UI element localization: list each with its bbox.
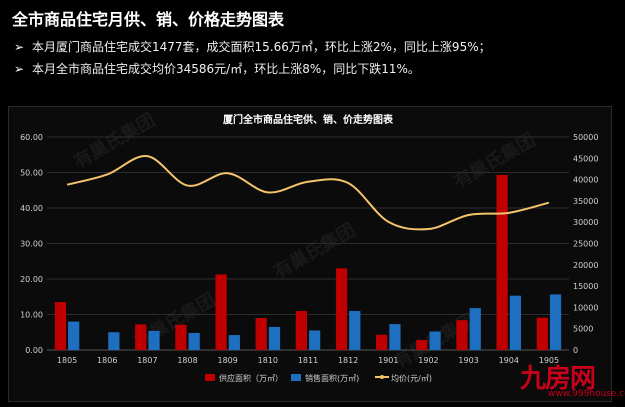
supply-bar (215, 274, 227, 350)
legend-supply-swatch (205, 374, 215, 381)
left-axis-tick-label: 40.00 (20, 204, 43, 213)
supply-bar (496, 174, 508, 350)
right-axis-tick-label: 0 (573, 346, 578, 355)
x-axis-tick-label: 1809 (218, 356, 238, 365)
legend-supply-text: 供应面积（万㎡） (219, 373, 283, 383)
legend-price-text: 均价(元/㎡) (391, 373, 432, 383)
sales-bar (309, 330, 321, 350)
left-axis-tick-label: 30.00 (20, 240, 43, 249)
chart-title: 厦门全市商品住宅供、销、价走势图表 (223, 113, 394, 126)
supply-bar (456, 320, 468, 350)
supply-bar (335, 268, 348, 350)
summary-line-1: ➢ 本月厦门商品住宅成交1477套，成交面积15.66万㎡，环比上涨2%，同比上涨… (14, 38, 491, 55)
left-axis-tick-label: 0.00 (25, 346, 43, 355)
sales-bar (188, 332, 200, 350)
x-axis-tick-label: 1904 (499, 356, 519, 365)
sales-bar (228, 335, 240, 350)
right-axis-tick-label: 5000 (573, 325, 593, 334)
x-axis-tick-label: 1811 (298, 356, 318, 365)
price-supply-sales-chart: 厦门全市商品住宅供、销、价走势图表 0.00 10.00 20.00 30.00 40.0… (20, 113, 598, 383)
summary-text-1: 本月厦门商品住宅成交1477套，成交面积15.66万㎡，环比上涨2%，同比上涨9… (32, 40, 491, 54)
right-axis-tick-label: 30000 (573, 218, 598, 227)
page-title: 全市商品住宅月供、销、价格走势图表 (12, 10, 285, 29)
right-axis-tick-label: 20000 (573, 261, 598, 270)
legend-price-marker (380, 375, 384, 379)
right-axis-tick-label: 35000 (573, 197, 598, 206)
x-axis-tick-label: 1806 (97, 356, 117, 365)
x-axis-tick-label: 1905 (539, 356, 559, 365)
right-axis-tick-label: 40000 (573, 176, 598, 185)
supply-bar (54, 302, 67, 350)
sales-bar (349, 310, 361, 350)
site-logo: 九房网 (520, 364, 596, 394)
right-axis-tick-label: 10000 (573, 303, 598, 312)
x-axis-tick-label: 1807 (137, 356, 157, 365)
sales-bar (469, 308, 481, 350)
legend-sales-swatch (291, 374, 301, 381)
price-line (66, 155, 550, 231)
supply-bar (376, 334, 388, 350)
supply-bar (175, 324, 187, 350)
summary-line-2: ➢ 本月全市商品住宅成交均价34586元/㎡，环比上涨8%，同比下跌11%。 (14, 60, 420, 77)
legend-sales-text: 销售面积(万㎡) (305, 373, 359, 383)
sales-bar (148, 330, 160, 350)
x-axis-tick-label: 1808 (177, 356, 197, 365)
x-axis-tick-label: 1902 (418, 356, 438, 365)
chart-panel: 有巢氏集团 有巢氏集团 有巢氏集团 有巢氏集团 有巢氏集团 厦门全市商品住宅供、… (8, 106, 612, 402)
x-axis-tick-label: 1805 (57, 356, 77, 365)
sales-bar (389, 324, 401, 350)
x-axis-tick-label: 1812 (338, 356, 358, 365)
sales-bar (549, 294, 562, 350)
arrow-bullet-icon: ➢ (14, 62, 25, 76)
summary-text-2: 本月全市商品住宅成交均价34586元/㎡，环比上涨8%，同比下跌11%。 (32, 62, 420, 76)
right-axis-tick-label: 15000 (573, 282, 598, 291)
x-axis-tick-label: 1901 (378, 356, 398, 365)
left-axis-tick-label: 60.00 (20, 133, 43, 142)
sales-bar (268, 326, 281, 350)
x-axis-tick-label: 1903 (458, 356, 478, 365)
supply-bar (295, 310, 307, 350)
supply-bar (135, 324, 147, 350)
sales-bar (509, 295, 522, 350)
arrow-bullet-icon: ➢ (14, 40, 25, 54)
x-axis-tick-label: 1810 (258, 356, 278, 365)
site-url: www.999house.com (548, 389, 625, 399)
supply-bar (255, 318, 267, 350)
right-axis-tick-label: 50000 (573, 133, 598, 142)
left-axis-tick-label: 20.00 (20, 275, 43, 284)
right-axis-tick-label: 25000 (573, 240, 598, 249)
sales-bar (429, 331, 441, 350)
supply-bar (416, 340, 428, 350)
left-axis-tick-label: 10.00 (20, 311, 43, 320)
supply-bar (536, 317, 548, 350)
sales-bar (108, 332, 120, 350)
left-axis-tick-label: 50.00 (20, 169, 43, 178)
right-axis-tick-label: 45000 (573, 154, 598, 163)
sales-bar (68, 321, 80, 350)
